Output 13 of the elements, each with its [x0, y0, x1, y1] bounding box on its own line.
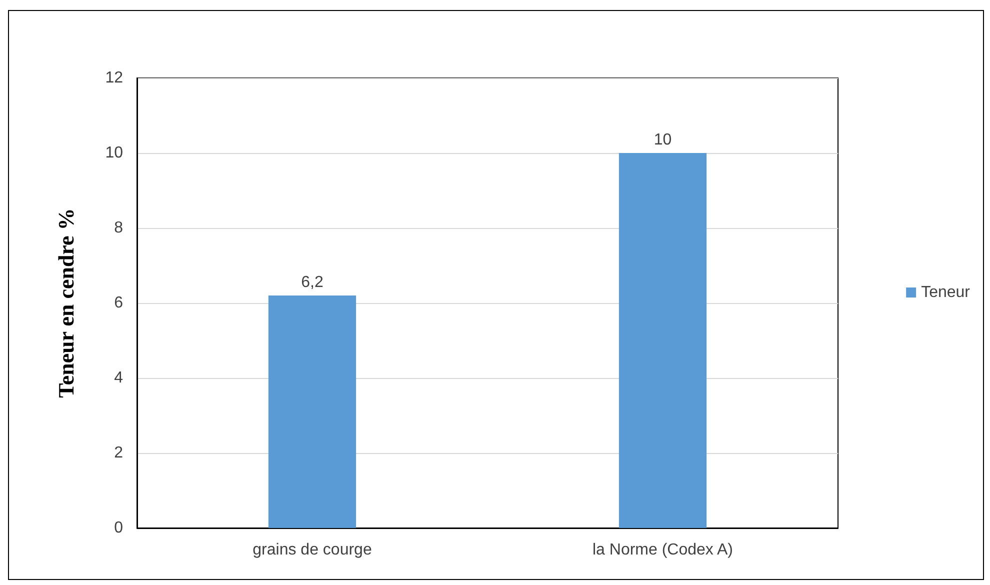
y-tick-label: 8 — [114, 220, 124, 236]
data-label: 10 — [654, 132, 672, 148]
legend-label: Teneur — [921, 284, 971, 301]
y-axis-title: Teneur en cendre % — [54, 208, 78, 398]
y-tick-label: 10 — [105, 144, 124, 162]
y-tick-label: 4 — [114, 370, 124, 386]
y-tick-label: 0 — [114, 520, 124, 536]
data-label: 6,2 — [301, 274, 324, 291]
y-tick-label: 6 — [114, 294, 124, 312]
y-tick-label: 2 — [114, 444, 124, 462]
x-tick-label: la Norme (Codex A) — [592, 542, 733, 558]
x-tick-label: grains de courge — [252, 542, 372, 558]
y-tick-label: 12 — [105, 70, 124, 86]
